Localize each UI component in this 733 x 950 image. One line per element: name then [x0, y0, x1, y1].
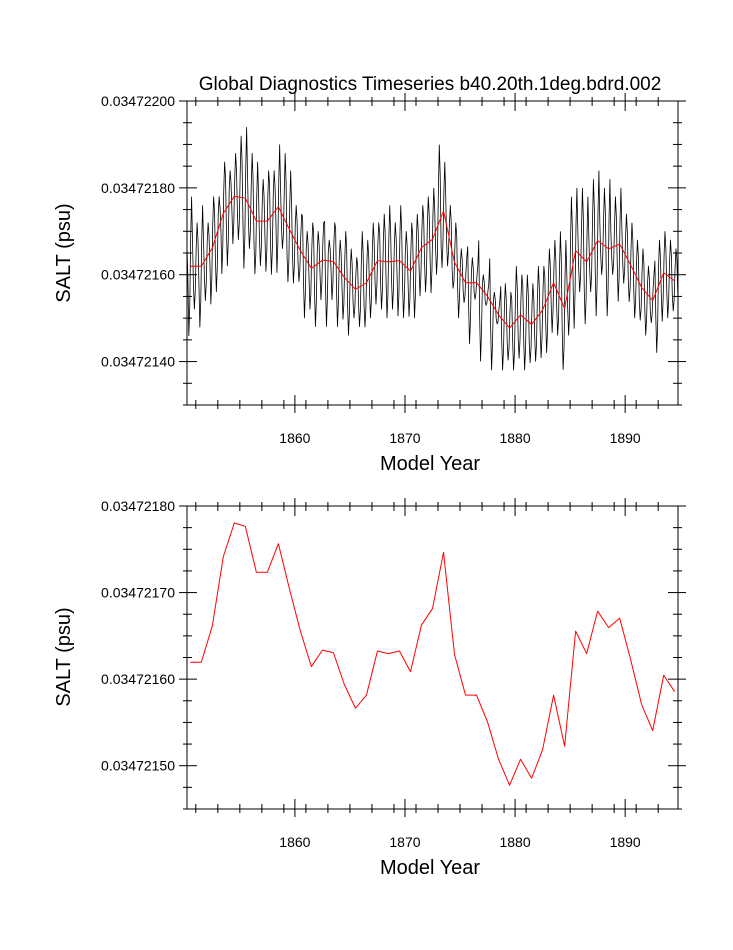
y-tick-label: 0.03472170	[101, 585, 175, 601]
y-axis-title-top: SALT (psu)	[53, 203, 75, 302]
y-axis-title-bottom: SALT (psu)	[53, 607, 75, 706]
chart-bottom-marks	[190, 522, 676, 786]
chart-title: Global Diagnostics Timeseries b40.20th.1…	[199, 74, 662, 95]
chart-top-ticks: 1860 1870 1880 1890 0.03472140 0.03472160 0.03…	[101, 93, 686, 446]
y-tick-label: 0.03472180	[101, 180, 175, 196]
x-axis-title-bottom: Model Year	[380, 857, 480, 879]
series-line-annual-mean	[190, 195, 675, 329]
x-tick-label: 1880	[499, 834, 530, 850]
y-tick-label: 0.03472200	[101, 93, 175, 109]
x-tick-label: 1860	[279, 430, 310, 446]
x-axis-title-top: Model Year	[380, 453, 480, 475]
series-line-annual-mean	[190, 522, 676, 786]
x-tick-label: 1890	[610, 430, 641, 446]
x-tick-label: 1870	[389, 430, 420, 446]
chart-bottom-ticks: 1860 1870 1880 1890 0.03472150 0.03472160 0.03…	[101, 498, 686, 850]
y-tick-label: 0.03472150	[101, 758, 175, 774]
chart-top: Global Diagnostics Timeseries b40.20th.1…	[53, 74, 686, 475]
y-tick-label: 0.03472140	[101, 354, 175, 370]
x-tick-label: 1890	[610, 834, 641, 850]
series-line-monthly	[186, 127, 679, 371]
y-tick-label: 0.03472180	[101, 498, 175, 514]
y-tick-label: 0.03472160	[101, 267, 175, 283]
chart-bottom: 1860 1870 1880 1890 0.03472150 0.03472160 0.03…	[53, 498, 686, 879]
chart-top-marks	[186, 127, 679, 371]
x-tick-label: 1860	[279, 834, 310, 850]
x-tick-label: 1870	[389, 834, 420, 850]
y-tick-label: 0.03472160	[101, 671, 175, 687]
x-tick-label: 1880	[499, 430, 530, 446]
